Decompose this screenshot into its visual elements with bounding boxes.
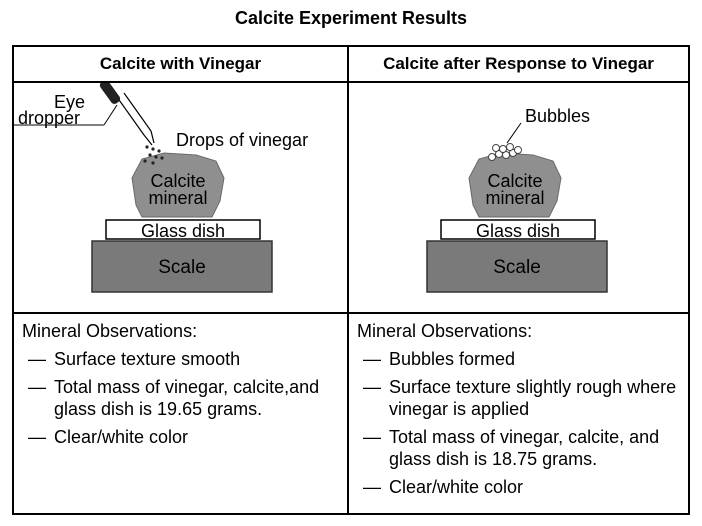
glass-dish [440,219,596,240]
observations-heading: Mineral Observations: [22,321,198,341]
observation-text: Total mass of vinegar, calcite, and glas… [389,427,660,469]
vinegar-drops [143,145,164,165]
eye-dropper [99,83,155,146]
scale [91,240,273,293]
column-header-after: Calcite after Response to Vinegar [383,54,654,73]
glass-dish-label: Glass dish [475,221,561,241]
observation-text: Surface texture slightly rough where vin… [389,377,677,419]
page-title: Calcite Experiment Results [234,8,468,28]
bubbles-label: Bubbles [525,106,591,126]
calcite-mineral-label: Calcite mineral [455,171,575,208]
mineral-label-line-1: Calcite [487,171,543,191]
calcite-mineral [131,152,225,218]
observation-text: Bubbles formed [389,349,516,369]
observations-list: — Bubbles formed — Surface texture slightl… [357,348,685,498]
dash-bullet: — [363,477,381,497]
dash-bullet: — [363,427,381,447]
dash-bullet: — [28,377,46,397]
illustration-after: Bubbles Calcite mineral Glass dish Scale [349,83,682,312]
observations-after: Mineral Observations: — Bubbles formed — S… [357,315,685,504]
glass-dish-label: Glass dish [140,221,226,241]
mineral-label-line-2: mineral [148,188,208,208]
drops-of-vinegar-label: Drops of vinegar [176,130,309,150]
observation-item: — Clear/white color [22,426,340,448]
observation-item: — Clear/white color [357,476,685,498]
observation-item: — Total mass of vinegar, calcite,and glas… [22,376,340,420]
mineral-label-line-2: mineral [485,188,545,208]
eye-dropper-label: Eye [54,92,86,112]
dash-bullet: — [28,349,46,369]
observation-item: — Surface texture slightly rough where vi… [357,376,685,420]
mineral-label-line-1: Calcite [150,171,206,191]
dash-bullet: — [363,349,381,369]
observation-item: — Bubbles formed [357,348,685,370]
observation-item: — Surface texture smooth [22,348,340,370]
column-header-before: Calcite with Vinegar [99,54,262,73]
scale [426,240,608,293]
observations-before: Mineral Observations: — Surface texture s… [22,315,340,454]
observation-item: — Total mass of vinegar, calcite, and gla… [357,426,685,470]
glass-dish [105,219,261,240]
illustration-before: Eye dropper Drops of vinegar Calcite min… [14,83,347,312]
calcite-mineral-label: Calcite mineral [118,171,238,208]
observation-text: Total mass of vinegar, calcite,and glass… [54,377,320,419]
results-table: Calcite with Vinegar Calcite after Respo… [12,45,690,515]
bubbles [488,143,522,161]
calcite-mineral [468,152,562,218]
dash-bullet: — [363,377,381,397]
eye-dropper-label-2: dropper [18,108,81,128]
scale-label: Scale [493,257,541,278]
observations-list: — Surface texture smooth — Total mass of v… [22,348,340,448]
observation-text: Clear/white color [54,427,189,447]
header-divider [14,81,688,83]
scale-label: Scale [158,257,206,278]
column-divider [347,47,349,513]
observations-heading: Mineral Observations: [357,321,533,341]
observations-divider [14,312,688,314]
observation-text: Clear/white color [389,477,524,497]
observation-text: Surface texture smooth [54,349,241,369]
dash-bullet: — [28,427,46,447]
